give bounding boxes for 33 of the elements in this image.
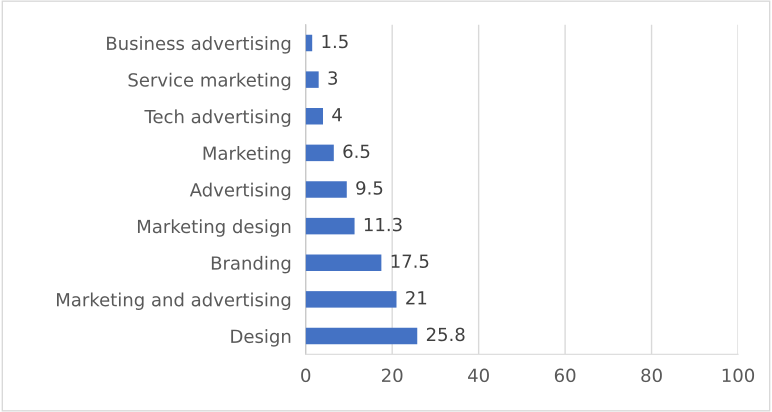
x-tick-label: 20 bbox=[382, 368, 402, 382]
y-tick-label: Marketing bbox=[204, 146, 290, 164]
bar bbox=[306, 254, 382, 272]
x-tick-label: 100 bbox=[722, 368, 754, 382]
data-label: 9.5 bbox=[356, 181, 382, 195]
data-label: 17.5 bbox=[392, 254, 428, 268]
y-tick-label: Design bbox=[231, 329, 290, 347]
data-label: 1.5 bbox=[322, 34, 348, 48]
bar bbox=[306, 181, 347, 198]
data-label: 4 bbox=[332, 108, 342, 122]
bar bbox=[306, 108, 324, 125]
data-label: 25.8 bbox=[426, 328, 465, 342]
bar bbox=[306, 218, 355, 234]
bar bbox=[306, 328, 418, 344]
y-tick-label: Tech advertising bbox=[144, 109, 290, 127]
x-tick-label: 60 bbox=[554, 368, 576, 382]
y-tick-label: Advertising bbox=[190, 182, 290, 200]
y-tick-label: Marketing and advertising bbox=[57, 292, 290, 310]
data-label: 6.5 bbox=[343, 144, 370, 158]
y-tick-label: Business advertising bbox=[107, 36, 290, 54]
data-label: 21 bbox=[406, 290, 426, 304]
bar bbox=[306, 71, 319, 88]
x-tick-label: 40 bbox=[468, 368, 489, 382]
data-label: 11.3 bbox=[364, 218, 402, 232]
x-tick-label: 80 bbox=[641, 368, 662, 382]
bar bbox=[306, 144, 334, 162]
y-tick-label: Service marketing bbox=[128, 72, 290, 90]
x-tick-label: 0 bbox=[301, 368, 310, 382]
y-tick-label: Branding bbox=[212, 256, 290, 274]
bar bbox=[306, 291, 396, 308]
bar bbox=[306, 34, 312, 52]
data-label: 3 bbox=[328, 71, 338, 85]
y-tick-label: Marketing design bbox=[138, 219, 290, 237]
